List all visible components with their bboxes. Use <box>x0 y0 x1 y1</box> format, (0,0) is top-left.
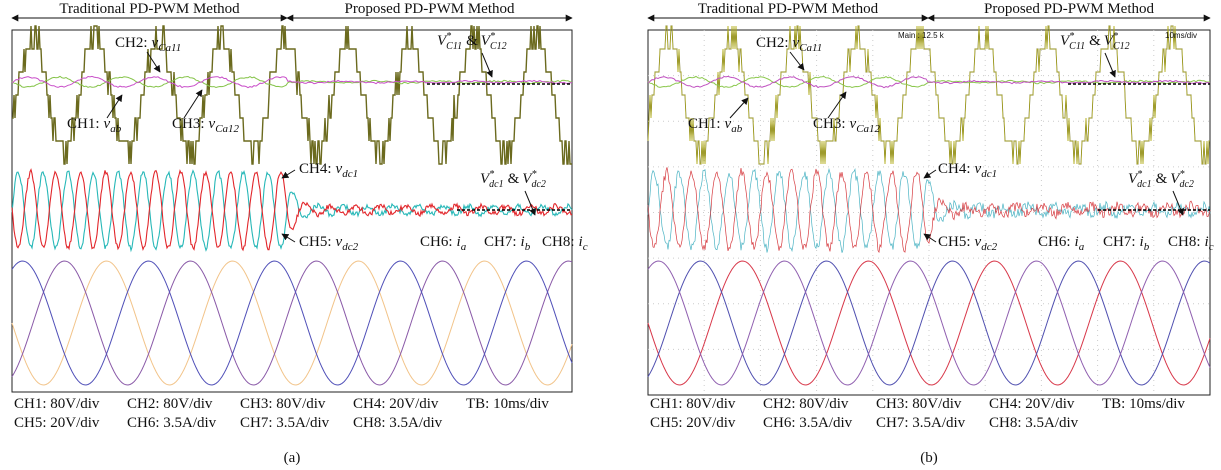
channel-name: CH7: <box>484 234 517 250</box>
channel-name: CH2: <box>756 35 789 51</box>
channel-subscript: c <box>1209 241 1214 253</box>
scale-label: CH8: 3.5A/div <box>989 415 1079 431</box>
caption: (b) <box>920 450 938 466</box>
scale-label: CH8: 3.5A/div <box>353 415 443 431</box>
channel-name: CH4: <box>938 161 971 177</box>
ref-join: & <box>1156 171 1168 187</box>
scale-label: TB: 10ms/div <box>1102 396 1185 412</box>
channel-name: CH5: <box>938 234 971 250</box>
scale-label: CH2: 80V/div <box>127 396 213 412</box>
header-label: Traditional PD-PWM Method <box>698 1 879 17</box>
ref-join: & <box>1089 33 1101 49</box>
ref-sub: C12 <box>490 41 507 52</box>
panel: Traditional PD-PWM Method Proposed PD-PWM… <box>648 1 1214 466</box>
reference-label: V*dc1&V*dc2 <box>1128 169 1194 190</box>
channel-name: CH8: <box>1168 234 1201 250</box>
channel-subscript: a <box>461 241 467 253</box>
header-label: Traditional PD-PWM Method <box>59 1 240 17</box>
channel-subscript: Ca11 <box>799 42 822 54</box>
channel-subscript: b <box>1144 241 1150 253</box>
channel-name: CH1: <box>688 116 721 132</box>
channel-name: CH4: <box>299 161 332 177</box>
caption: (a) <box>284 450 301 466</box>
header-label: Proposed PD-PWM Method <box>344 1 515 17</box>
channel-subscript: b <box>525 241 531 253</box>
channel-name: CH7: <box>1103 234 1136 250</box>
scope-info: 10ms/div <box>1165 31 1197 40</box>
header-label: Proposed PD-PWM Method <box>984 1 1155 17</box>
channel-subscript: dc2 <box>342 241 358 253</box>
scale-label: CH5: 20V/div <box>14 415 100 431</box>
channel-subscript: Ca12 <box>215 123 239 135</box>
channel-subscript: ab <box>731 123 743 135</box>
scale-label: CH4: 20V/div <box>989 396 1075 412</box>
scale-label: CH6: 3.5A/div <box>127 415 217 431</box>
ref-join: & <box>466 33 478 49</box>
scale-label: CH1: 80V/div <box>14 396 100 412</box>
scale-label: CH3: 80V/div <box>240 396 326 412</box>
scale-label: CH4: 20V/div <box>353 396 439 412</box>
scale-label: CH7: 3.5A/div <box>240 415 330 431</box>
channel-subscript: Ca11 <box>158 42 181 54</box>
channel-name: CH6: <box>1038 234 1071 250</box>
reference-label: V*dc1&V*dc2 <box>480 169 546 190</box>
scope-info: Main : 12.5 k <box>898 31 945 40</box>
ref-sub: C11 <box>1069 41 1085 52</box>
scale-label: CH2: 80V/div <box>763 396 849 412</box>
ref-join: & <box>508 171 520 187</box>
scale-label: CH7: 3.5A/div <box>876 415 966 431</box>
channel-subscript: Ca12 <box>856 123 880 135</box>
ref-sub: dc1 <box>1137 179 1151 190</box>
channel-name: CH1: <box>67 116 100 132</box>
channel-subscript: c <box>583 241 588 253</box>
scale-label: CH6: 3.5A/div <box>763 415 853 431</box>
channel-name: CH8: <box>542 234 575 250</box>
figure: Traditional PD-PWM Method Proposed PD-PWM… <box>0 0 1221 470</box>
channel-name: CH2: <box>115 35 148 51</box>
ref-sub: dc2 <box>531 179 545 190</box>
channel-name: CH3: <box>172 116 205 132</box>
channel-name: CH6: <box>420 234 453 250</box>
channel-subscript: dc1 <box>981 168 997 180</box>
channel-name: CH3: <box>813 116 846 132</box>
scale-label: CH1: 80V/div <box>650 396 736 412</box>
channel-subscript: ab <box>110 123 122 135</box>
scale-label: TB: 10ms/div <box>466 396 549 412</box>
channel-subscript: dc2 <box>981 241 997 253</box>
ref-sub: dc2 <box>1179 179 1193 190</box>
scale-label: CH3: 80V/div <box>876 396 962 412</box>
channel-name: CH5: <box>299 234 332 250</box>
panel: Traditional PD-PWM Method Proposed PD-PWM… <box>12 1 588 466</box>
ref-sub: dc1 <box>489 179 503 190</box>
channel-subscript: dc1 <box>342 168 358 180</box>
scale-label: CH5: 20V/div <box>650 415 736 431</box>
channel-subscript: a <box>1079 241 1085 253</box>
ref-sub: C12 <box>1113 41 1130 52</box>
ref-sub: C11 <box>446 41 462 52</box>
